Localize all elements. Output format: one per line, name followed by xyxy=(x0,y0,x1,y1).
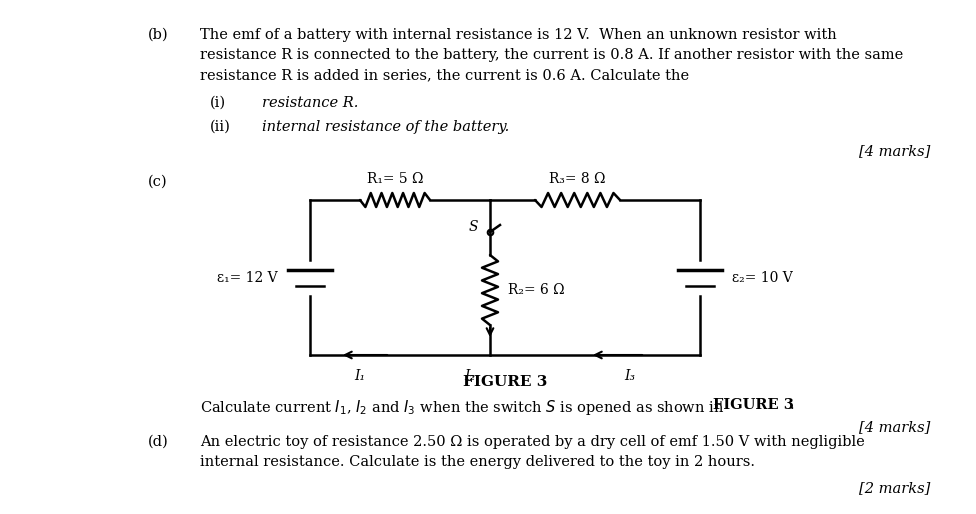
Text: R₁= 5 Ω: R₁= 5 Ω xyxy=(367,172,424,186)
Text: R₂= 6 Ω: R₂= 6 Ω xyxy=(508,283,565,297)
Text: FIGURE 3: FIGURE 3 xyxy=(463,375,548,389)
Text: An electric toy of resistance 2.50 Ω is operated by a dry cell of emf 1.50 V wit: An electric toy of resistance 2.50 Ω is … xyxy=(200,435,865,449)
Text: FIGURE 3: FIGURE 3 xyxy=(713,398,793,412)
Text: Calculate current $I_1$, $I_2$ and $I_3$ when the switch $S$ is opened as shown : Calculate current $I_1$, $I_2$ and $I_3$… xyxy=(200,398,724,417)
Text: [4 marks]: [4 marks] xyxy=(859,420,930,434)
Text: (i): (i) xyxy=(210,96,226,110)
Text: ε₂= 10 V: ε₂= 10 V xyxy=(732,271,793,285)
Text: The emf of a battery with internal resistance is 12 V.  When an unknown resistor: The emf of a battery with internal resis… xyxy=(200,28,836,42)
Text: ε₁= 12 V: ε₁= 12 V xyxy=(218,271,278,285)
Text: R₃= 8 Ω: R₃= 8 Ω xyxy=(549,172,606,186)
Text: I₂: I₂ xyxy=(464,369,475,383)
Text: (b): (b) xyxy=(148,28,169,42)
Text: I₁: I₁ xyxy=(354,369,366,383)
Text: (c): (c) xyxy=(148,175,168,189)
Text: S: S xyxy=(468,220,478,234)
Text: resistance R.: resistance R. xyxy=(262,96,358,110)
Text: [4 marks]: [4 marks] xyxy=(859,144,930,158)
Text: [2 marks]: [2 marks] xyxy=(859,481,930,495)
Text: internal resistance of the battery.: internal resistance of the battery. xyxy=(262,120,509,134)
Text: (d): (d) xyxy=(148,435,169,449)
Text: .: . xyxy=(790,398,794,412)
Text: (ii): (ii) xyxy=(210,120,231,134)
Text: internal resistance. Calculate is the energy delivered to the toy in 2 hours.: internal resistance. Calculate is the en… xyxy=(200,455,755,469)
Text: I₃: I₃ xyxy=(625,369,635,383)
Text: resistance R is added in series, the current is 0.6 A. Calculate the: resistance R is added in series, the cur… xyxy=(200,68,689,82)
Text: resistance R is connected to the battery, the current is 0.8 A. If another resis: resistance R is connected to the battery… xyxy=(200,48,903,62)
